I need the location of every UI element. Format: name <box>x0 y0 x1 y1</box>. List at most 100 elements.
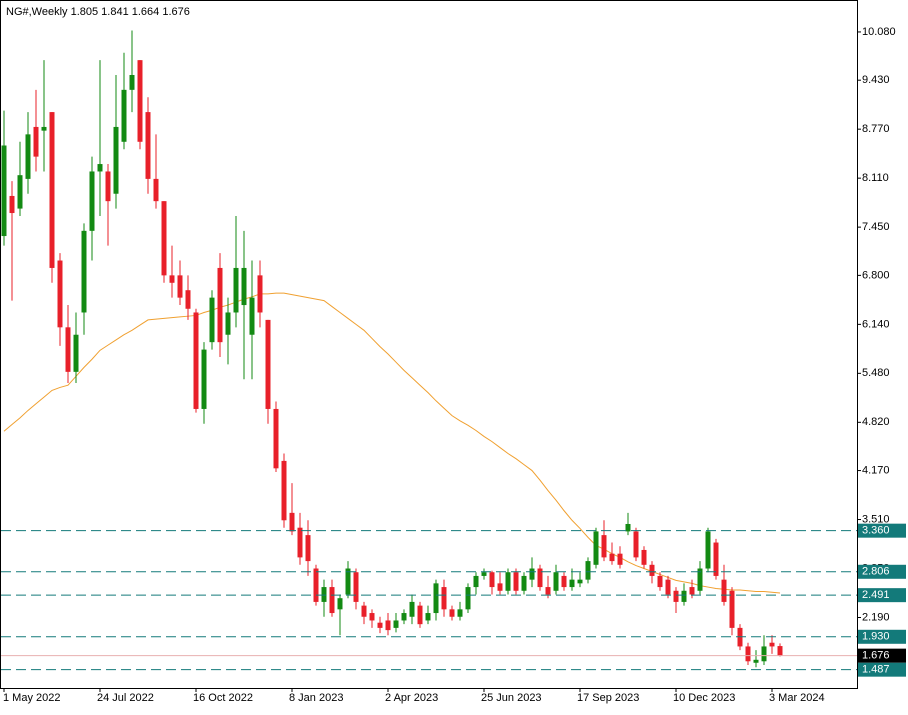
y-tick-label: 3.510 <box>862 513 890 525</box>
candle-body <box>385 620 391 631</box>
candle-body <box>145 112 151 179</box>
candle-body <box>633 531 639 558</box>
candle-body <box>233 267 239 313</box>
candle-body <box>1 145 7 237</box>
candle-body <box>377 622 383 628</box>
candle-body <box>457 609 463 617</box>
candle-body <box>617 553 623 565</box>
candle-body <box>161 201 167 276</box>
candle-body <box>137 60 143 142</box>
candle-body <box>33 126 39 157</box>
candle-body <box>681 590 687 602</box>
x-tick-label: 16 Oct 2022 <box>193 692 253 704</box>
candle-body <box>481 572 487 576</box>
candle-body <box>209 297 215 343</box>
candle-body <box>313 568 319 602</box>
candle-body <box>649 564 655 576</box>
candle-body <box>241 267 247 306</box>
candle-body <box>57 260 63 328</box>
candle-body <box>665 579 671 595</box>
candle-body <box>73 334 79 372</box>
candle-body <box>329 587 335 614</box>
level-label-box <box>858 662 906 677</box>
candle-body <box>657 575 663 588</box>
candle-body <box>265 319 271 409</box>
candle-body <box>537 568 543 588</box>
candle-body <box>393 620 399 628</box>
level-label-box <box>858 588 906 603</box>
candle-body <box>433 583 439 614</box>
candle-body <box>217 267 223 343</box>
candle-body <box>641 549 647 565</box>
candle-body <box>369 613 375 621</box>
candle-body <box>449 609 455 617</box>
candle-body <box>121 89 127 142</box>
candle-body <box>113 126 119 194</box>
candle-body <box>569 579 575 588</box>
candle-body <box>529 568 535 580</box>
candle-body <box>409 601 415 617</box>
candle-body <box>289 512 295 532</box>
x-tick-label: 3 Mar 2024 <box>769 692 825 704</box>
y-tick-label: 4.820 <box>862 416 890 428</box>
candle-body <box>761 646 767 662</box>
candle-body <box>337 598 343 610</box>
candle-body <box>625 523 631 532</box>
plot-frame <box>0 0 858 689</box>
x-tick-label: 8 Jan 2023 <box>289 692 343 704</box>
candle-body <box>745 646 751 662</box>
candle-body <box>201 349 207 409</box>
candle-body <box>353 572 359 602</box>
candle-body <box>169 275 175 283</box>
candle-body <box>297 527 303 558</box>
candle-body <box>105 171 111 202</box>
candle-body <box>49 112 55 268</box>
candle-body <box>513 572 519 591</box>
candle-body <box>153 178 159 202</box>
level-label-box <box>858 629 906 644</box>
candle-body <box>721 579 727 602</box>
candle-body <box>25 134 31 179</box>
candle-body <box>185 290 191 309</box>
level-label: 1.487 <box>862 664 890 676</box>
level-label-box <box>858 564 906 579</box>
candle-body <box>345 568 351 595</box>
candle-body <box>465 587 471 610</box>
y-tick-label: 9.430 <box>862 74 890 86</box>
candle-body <box>705 531 711 569</box>
candle-body <box>361 605 367 617</box>
x-tick-label: 2 Apr 2023 <box>385 692 438 704</box>
candle-body <box>249 297 255 335</box>
candle-body <box>321 587 327 602</box>
candle-body <box>81 230 87 313</box>
candle-body <box>521 575 527 591</box>
candle-body <box>609 553 615 562</box>
candle-body <box>697 568 703 591</box>
candle-body <box>273 408 279 469</box>
x-tick-label: 10 Dec 2023 <box>673 692 735 704</box>
x-tick-label: 25 Jun 2023 <box>481 692 542 704</box>
candle-body <box>713 542 719 576</box>
candle-body <box>41 126 47 131</box>
candle-body <box>601 535 607 558</box>
candle-body <box>673 590 679 602</box>
y-tick-label: 6.800 <box>862 269 890 281</box>
y-tick-label: 8.770 <box>862 123 890 135</box>
y-tick-label: 4.170 <box>862 464 890 476</box>
candle-body <box>497 583 503 591</box>
y-tick-label: 5.480 <box>862 367 890 379</box>
candle-body <box>769 642 775 647</box>
level-label: 3.360 <box>862 525 890 537</box>
candle-body <box>473 575 479 588</box>
y-tick-label: 10.080 <box>862 26 896 38</box>
candle-body <box>553 572 559 591</box>
candle-body <box>593 531 599 565</box>
y-tick-label: 2.190 <box>862 611 890 623</box>
candle-body <box>753 659 759 663</box>
candle-body <box>257 275 263 313</box>
candle-body <box>561 575 567 588</box>
level-label: 1.930 <box>862 631 890 643</box>
candle-body <box>577 579 583 584</box>
candle-body <box>97 164 103 172</box>
